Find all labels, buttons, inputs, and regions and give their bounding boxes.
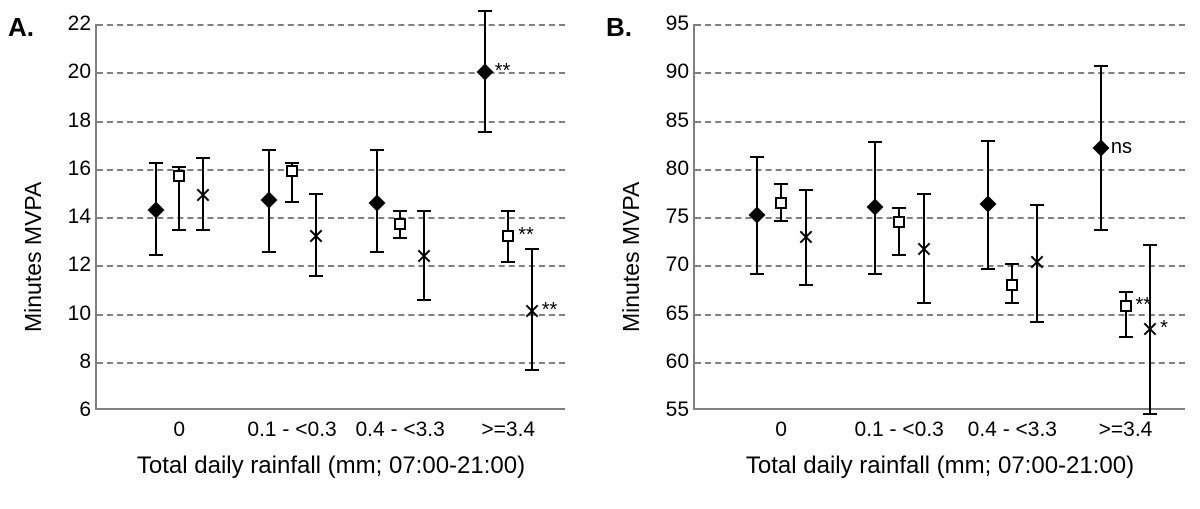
- grid-line: [695, 121, 1185, 123]
- x-marker: [798, 229, 814, 245]
- x-category-label: 0: [775, 408, 787, 442]
- diamond-marker: [476, 64, 493, 81]
- y-tick-label: 75: [666, 205, 695, 229]
- panel-a: A. Minutes MVPA Total daily rainfall (mm…: [0, 0, 578, 509]
- grid-line: [695, 265, 1185, 267]
- grid-line: [695, 314, 1185, 316]
- y-tick-label: 85: [666, 109, 695, 133]
- diamond-marker: [866, 199, 883, 216]
- x-category-label: 0.4 - <3.3: [968, 408, 1057, 442]
- y-tick-label: 8: [79, 350, 97, 374]
- x-marker: [1029, 254, 1045, 270]
- grid-line: [695, 362, 1185, 364]
- x-category-label: >=3.4: [481, 408, 535, 442]
- panel-b: B. Minutes MVPA Total daily rainfall (mm…: [578, 0, 1200, 509]
- panel-a-y-title: Minutes MVPA: [20, 182, 47, 332]
- grid-line: [97, 121, 565, 123]
- square-marker: [286, 165, 298, 177]
- diamond-marker: [748, 207, 765, 224]
- x-category-label: 0.1 - <0.3: [247, 408, 336, 442]
- grid-line: [695, 72, 1185, 74]
- grid-line: [695, 24, 1185, 26]
- panel-b-plot-area: Total daily rainfall (mm; 07:00-21:00) 5…: [693, 24, 1185, 410]
- diamond-marker: [979, 196, 996, 213]
- y-tick-label: 20: [68, 60, 97, 84]
- significance-annotation: **: [495, 60, 511, 83]
- panel-a-plot-area: Total daily rainfall (mm; 07:00-21:00) 6…: [95, 24, 565, 410]
- significance-annotation: **: [518, 224, 534, 247]
- y-tick-label: 10: [68, 302, 97, 326]
- square-marker: [775, 197, 787, 209]
- diamond-marker: [260, 192, 277, 209]
- y-tick-label: 55: [666, 398, 695, 422]
- significance-annotation: ns: [1111, 136, 1132, 159]
- square-marker: [394, 218, 406, 230]
- x-marker: [1142, 321, 1158, 337]
- square-marker: [893, 216, 905, 228]
- error-bar: [1125, 291, 1127, 337]
- square-marker: [1120, 300, 1132, 312]
- figure-container: A. Minutes MVPA Total daily rainfall (mm…: [0, 0, 1200, 509]
- y-tick-label: 6: [79, 398, 97, 422]
- square-marker: [502, 230, 514, 242]
- y-tick-label: 18: [68, 109, 97, 133]
- panel-b-y-title: Minutes MVPA: [618, 182, 645, 332]
- panel-b-label: B.: [606, 12, 632, 43]
- grid-line: [97, 217, 565, 219]
- x-category-label: 0.1 - <0.3: [855, 408, 944, 442]
- grid-line: [97, 314, 565, 316]
- y-tick-label: 90: [666, 60, 695, 84]
- significance-annotation: *: [1160, 317, 1168, 340]
- grid-line: [97, 265, 565, 267]
- grid-line: [695, 217, 1185, 219]
- x-marker: [416, 248, 432, 264]
- error-bar: [898, 207, 900, 255]
- panel-a-label: A.: [8, 12, 34, 43]
- y-tick-label: 65: [666, 302, 695, 326]
- diamond-marker: [1092, 139, 1109, 156]
- y-tick-label: 16: [68, 157, 97, 181]
- x-marker: [524, 303, 540, 319]
- grid-line: [97, 362, 565, 364]
- x-category-label: 0.4 - <3.3: [355, 408, 444, 442]
- significance-annotation: **: [542, 299, 558, 322]
- y-tick-label: 60: [666, 350, 695, 374]
- x-marker: [195, 187, 211, 203]
- x-category-label: 0: [173, 408, 185, 442]
- y-tick-label: 80: [666, 157, 695, 181]
- x-marker: [308, 228, 324, 244]
- y-tick-label: 70: [666, 253, 695, 277]
- diamond-marker: [147, 201, 164, 218]
- y-tick-label: 12: [68, 253, 97, 277]
- x-marker: [916, 241, 932, 257]
- y-tick-label: 22: [68, 12, 97, 36]
- square-marker: [173, 170, 185, 182]
- grid-line: [695, 169, 1185, 171]
- grid-line: [97, 169, 565, 171]
- square-marker: [1006, 279, 1018, 291]
- diamond-marker: [368, 194, 385, 211]
- grid-line: [97, 24, 565, 26]
- y-tick-label: 95: [666, 12, 695, 36]
- y-tick-label: 14: [68, 205, 97, 229]
